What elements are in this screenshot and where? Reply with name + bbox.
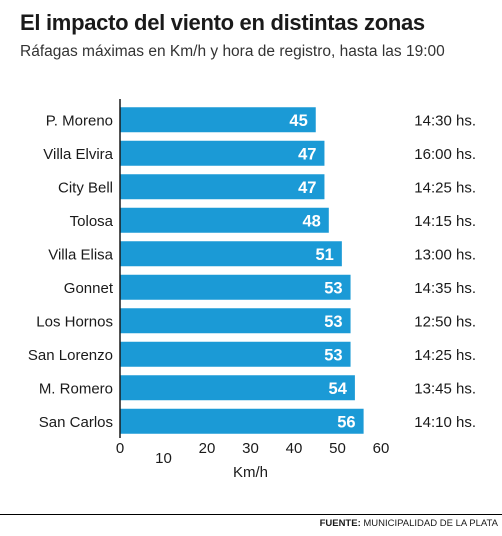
footer-divider [0,514,502,515]
bar-value-label: 48 [302,212,320,230]
chart-subtitle: Ráfagas máximas en Km/h y hora de regist… [20,43,445,60]
source-label: FUENTE: [319,518,361,529]
bar [120,274,351,300]
x-tick-label: 30 [242,440,259,457]
x-tick-label: 0 [116,440,124,457]
bar-value-label: 53 [324,346,342,364]
x-tick-label: 10 [155,450,172,467]
category-label: Los Hornos [36,313,113,330]
bar [120,341,351,367]
category-label: City Bell [58,179,113,196]
x-tick-label: 20 [199,440,216,457]
bar-value-label: 54 [329,380,348,398]
time-label: 16:00 hs. [414,146,476,163]
category-label: Villa Elvira [43,146,113,163]
category-label: Villa Elisa [48,246,113,263]
bar [120,207,329,233]
x-tick-label: 50 [329,440,346,457]
time-label: 14:25 hs. [414,179,476,196]
category-label: Tolosa [70,213,114,230]
time-label: 14:15 hs. [414,213,476,230]
bar [120,174,325,200]
time-label: 14:25 hs. [414,347,476,364]
x-axis-label: Km/h [233,464,268,481]
bar [120,107,316,133]
bar-value-label: 47 [298,179,316,197]
source-credit: FUENTE: MUNICIPALIDAD DE LA PLATA [320,518,498,529]
time-label: 14:35 hs. [414,280,476,297]
bar-value-label: 51 [315,246,333,264]
x-tick-label: 60 [373,440,390,457]
chart-title: El impacto del viento en distintas zonas [20,10,425,35]
bar [120,375,355,401]
bar-value-label: 47 [298,145,316,163]
time-label: 14:30 hs. [414,112,476,129]
category-label: San Carlos [39,414,113,431]
bar-value-label: 53 [324,313,342,331]
category-label: San Lorenzo [28,347,113,364]
bar [120,308,351,334]
time-label: 13:45 hs. [414,380,476,397]
time-label: 12:50 hs. [414,313,476,330]
x-tick-label: 40 [286,440,303,457]
bar [120,408,364,434]
bar [120,241,342,267]
bar [120,140,325,166]
category-label: M. Romero [39,380,113,397]
bar-value-label: 56 [337,413,355,431]
time-label: 14:10 hs. [414,414,476,431]
bar-value-label: 45 [289,112,307,130]
category-label: P. Moreno [46,112,113,129]
bar-chart: P. Moreno 45 14:30 hs. Villa Elvira 47 16:00 … [28,99,476,481]
time-label: 13:00 hs. [414,246,476,263]
source-value: MUNICIPALIDAD DE LA PLATA [363,518,498,529]
category-label: Gonnet [64,280,114,297]
bar-value-label: 53 [324,279,342,297]
